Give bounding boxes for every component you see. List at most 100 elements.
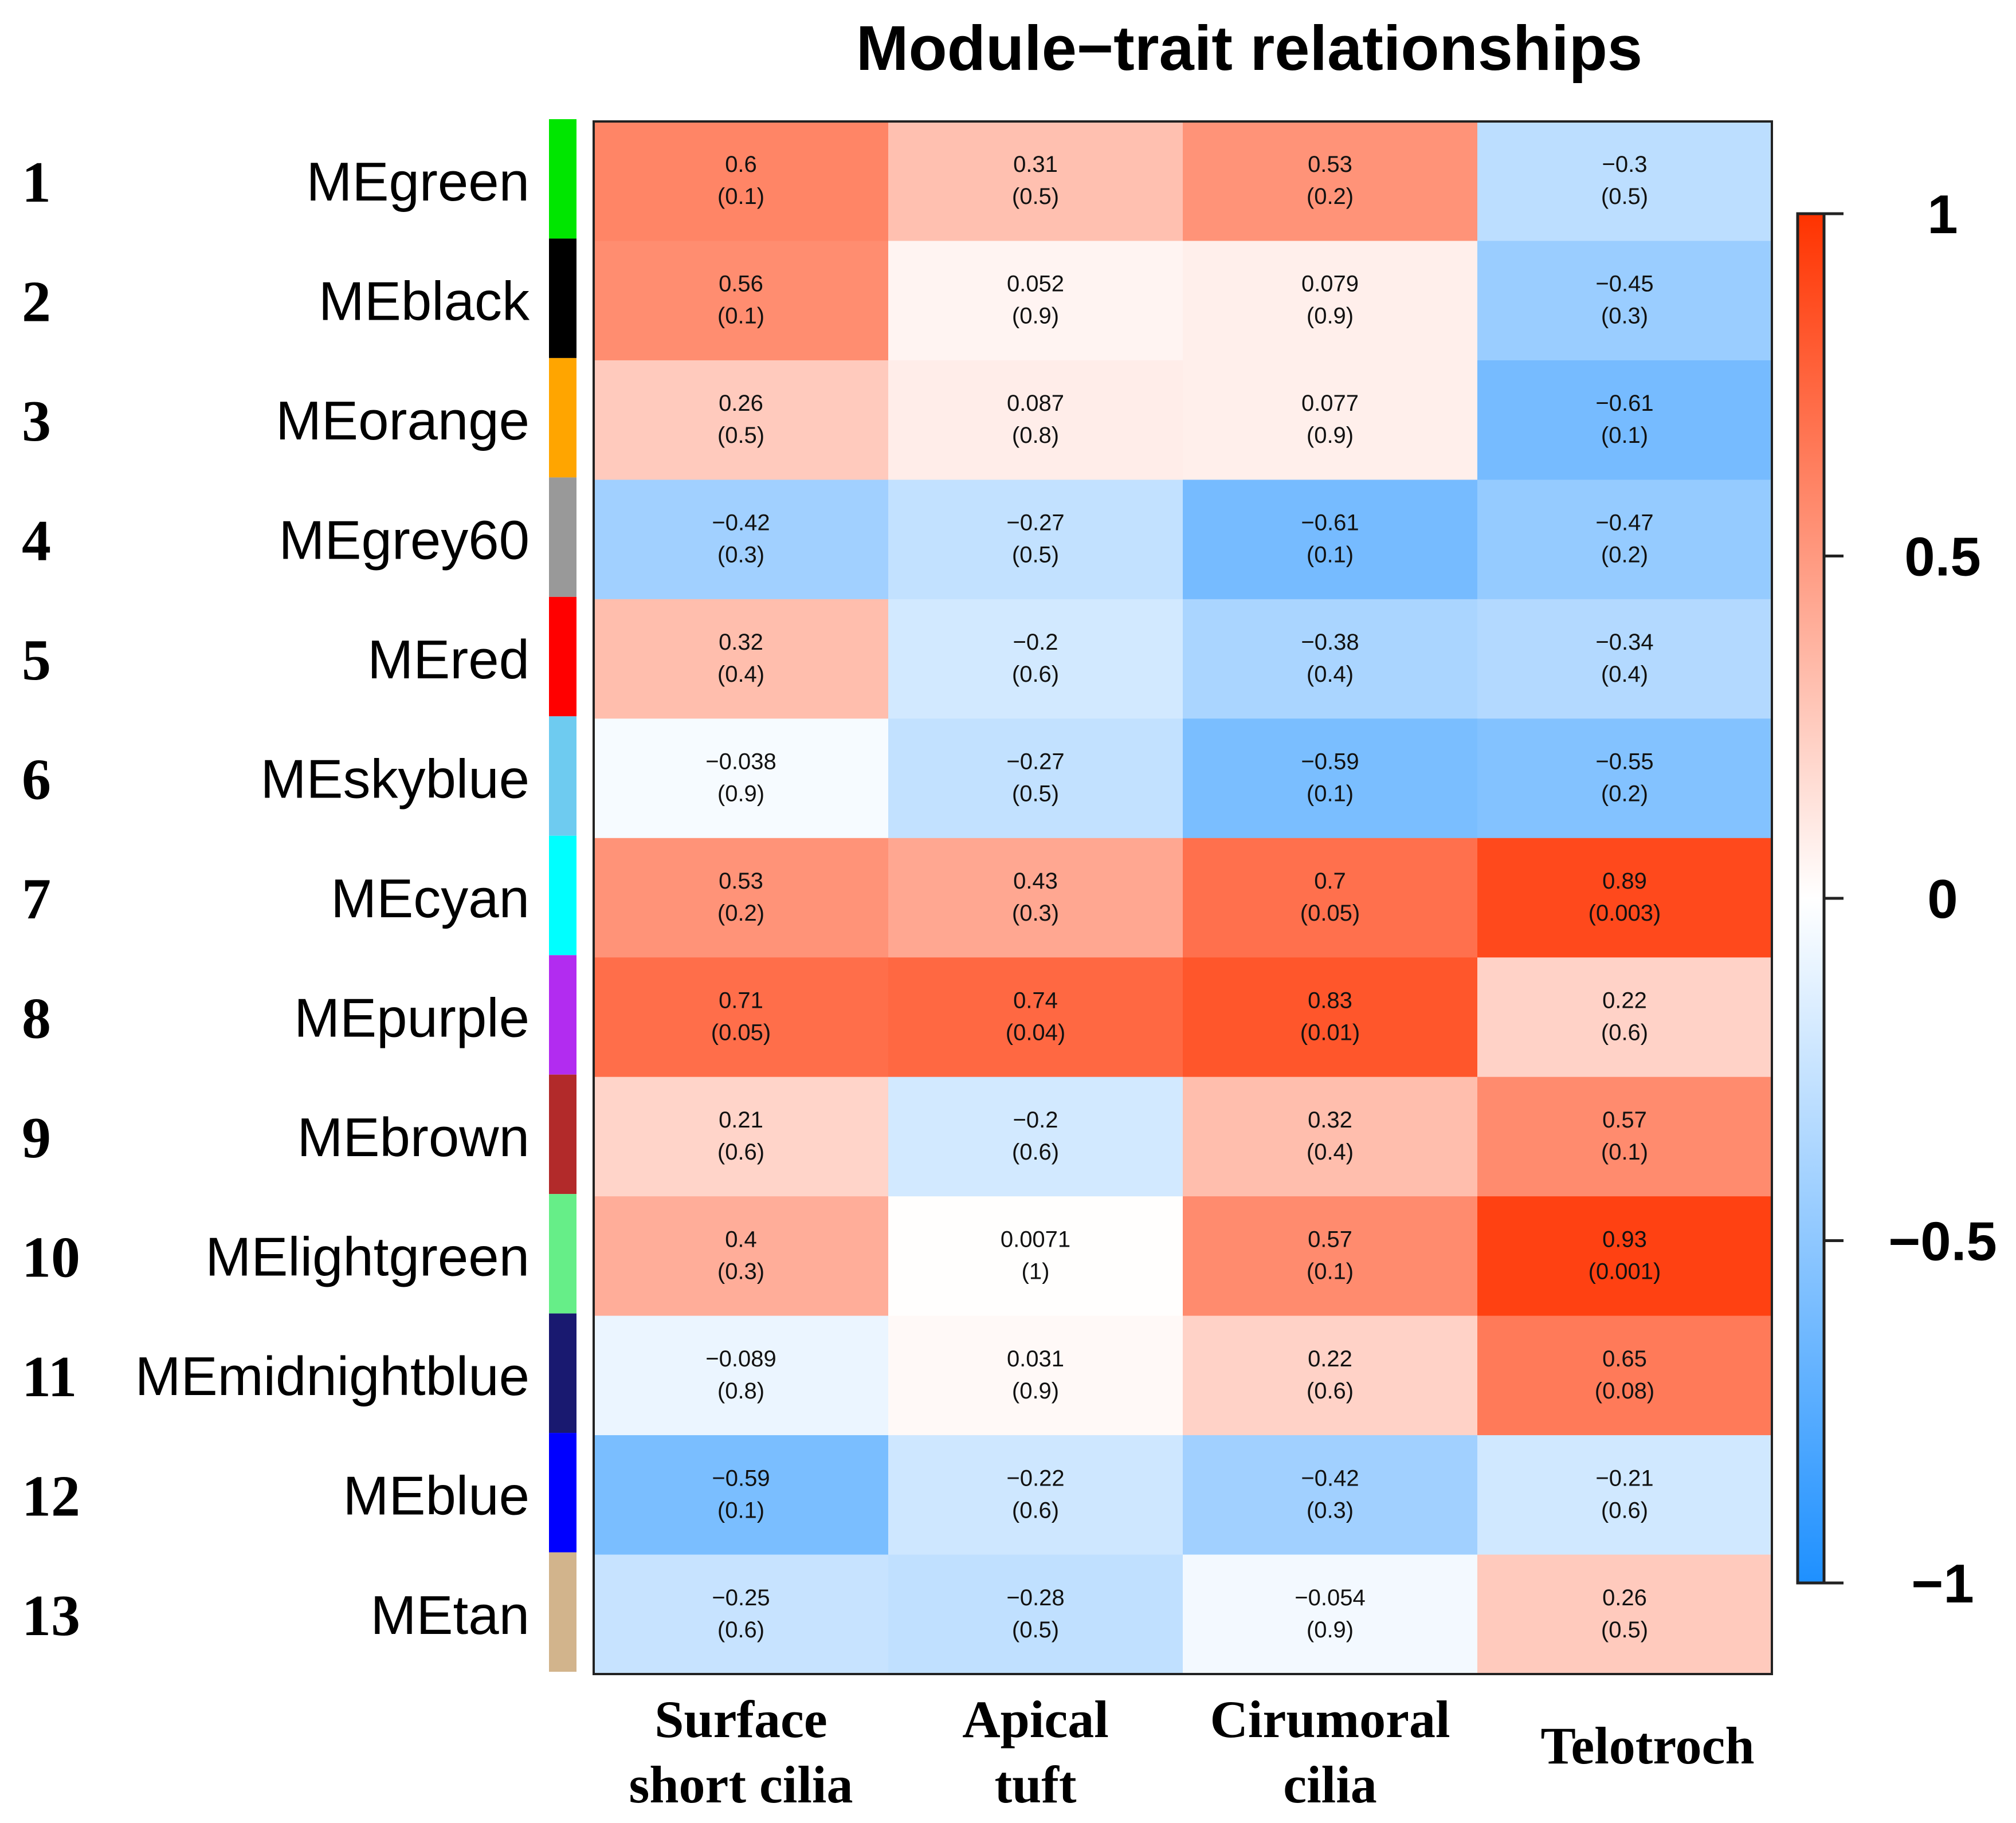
column-label-line2: short cilia xyxy=(629,1755,853,1814)
row-label: MEgreen xyxy=(306,151,530,213)
cell-pvalue-label: (0.5) xyxy=(1601,1617,1648,1643)
heatmap-cell xyxy=(888,480,1183,600)
cell-pvalue-label: (0.1) xyxy=(1601,1140,1648,1165)
heatmap-cell xyxy=(1183,480,1478,600)
heatmap-cell xyxy=(888,1315,1183,1436)
cell-pvalue-label: (0.1) xyxy=(717,304,764,329)
heatmap-cell xyxy=(1477,1554,1772,1675)
row-number: 10 xyxy=(22,1225,80,1290)
heatmap-cell xyxy=(1183,957,1478,1078)
cell-pvalue-label: (0.3) xyxy=(1307,1498,1354,1523)
heatmap-cell xyxy=(1477,121,1772,241)
cell-pvalue-label: (0.3) xyxy=(717,543,764,568)
heatmap-cell xyxy=(888,1435,1183,1555)
cell-correlation-label: 0.031 xyxy=(1007,1346,1064,1372)
row-number: 2 xyxy=(22,270,51,335)
chart-title: Module−trait relationships xyxy=(856,13,1642,84)
row-label: MEgrey60 xyxy=(279,510,530,571)
row-number: 3 xyxy=(22,389,51,454)
cell-correlation-label: 0.71 xyxy=(719,988,763,1013)
row-color-swatch xyxy=(549,955,576,1075)
cell-correlation-label: −0.22 xyxy=(1006,1466,1064,1491)
row-number: 5 xyxy=(22,628,51,693)
heatmap-cell xyxy=(1477,599,1772,719)
heatmap-cell xyxy=(888,241,1183,361)
row-color-swatch xyxy=(549,1074,576,1195)
cell-pvalue-label: (0.6) xyxy=(1307,1378,1354,1404)
row-number: 13 xyxy=(22,1584,80,1648)
cell-correlation-label: 0.74 xyxy=(1013,988,1058,1013)
cell-pvalue-label: (0.5) xyxy=(1012,184,1059,209)
cell-pvalue-label: (0.6) xyxy=(1012,1140,1059,1165)
cell-pvalue-label: (0.5) xyxy=(1601,184,1648,209)
heatmap-cell xyxy=(1477,241,1772,361)
cell-correlation-label: 0.079 xyxy=(1301,272,1359,297)
cell-pvalue-label: (0.8) xyxy=(1012,423,1059,448)
cell-correlation-label: −0.28 xyxy=(1006,1585,1064,1610)
cell-correlation-label: −0.59 xyxy=(712,1466,770,1491)
column-label-line1: Cirumoral xyxy=(1210,1690,1450,1749)
cell-correlation-label: −0.61 xyxy=(1301,510,1359,536)
cell-pvalue-label: (0.9) xyxy=(1012,304,1059,329)
cell-pvalue-label: (0.6) xyxy=(717,1617,764,1643)
cell-pvalue-label: (0.5) xyxy=(1012,781,1059,807)
heatmap-cell xyxy=(1183,1554,1478,1675)
cell-pvalue-label: (0.6) xyxy=(717,1140,764,1165)
cell-correlation-label: 0.83 xyxy=(1308,988,1352,1013)
cell-correlation-label: 0.22 xyxy=(1308,1346,1352,1372)
row-color-swatch xyxy=(549,596,576,717)
cell-pvalue-label: (0.001) xyxy=(1589,1259,1661,1284)
heatmap-frame xyxy=(593,120,1773,1675)
colorbar-tick-label: −1 xyxy=(1911,1553,1974,1614)
heatmap-cell xyxy=(1183,838,1478,958)
cell-pvalue-label: (0.6) xyxy=(1012,662,1059,687)
cell-correlation-label: −0.42 xyxy=(712,510,770,536)
row-label: MEmidnightblue xyxy=(135,1346,530,1407)
heatmap-cell xyxy=(594,957,889,1078)
column-labels: Surface short cilia Apical tuft Cirumoral cil… xyxy=(629,1690,1755,1814)
cell-pvalue-label: (0.6) xyxy=(1012,1498,1059,1523)
cell-pvalue-label: (0.9) xyxy=(1012,1378,1059,1404)
row-label: MEpurple xyxy=(294,987,530,1048)
cell-pvalue-label: (0.1) xyxy=(1307,781,1354,807)
heatmap-cell xyxy=(1183,121,1478,241)
column-label-line2: tuft xyxy=(994,1755,1076,1814)
cell-correlation-label: 0.32 xyxy=(1308,1107,1352,1133)
cell-correlation-label: −0.2 xyxy=(1013,630,1058,655)
row-color-swatch xyxy=(549,1552,576,1672)
heatmap-cell xyxy=(888,121,1183,241)
cell-pvalue-label: (0.1) xyxy=(717,184,764,209)
cell-pvalue-label: (0.4) xyxy=(1307,662,1354,687)
heatmap-cell xyxy=(888,718,1183,839)
heatmap-cell xyxy=(1477,360,1772,480)
cell-correlation-label: 0.53 xyxy=(1308,152,1352,177)
heatmap-cell xyxy=(594,718,889,839)
heatmap-cell xyxy=(1477,1076,1772,1197)
heatmap-cell xyxy=(888,1196,1183,1317)
cell-correlation-label: 0.7 xyxy=(1314,869,1346,894)
heatmap-cell xyxy=(1183,1435,1478,1555)
heatmap-cell xyxy=(1477,957,1772,1078)
row-label: MElightgreen xyxy=(205,1226,530,1287)
cell-correlation-label: 0.0071 xyxy=(1001,1227,1070,1252)
cell-correlation-label: 0.26 xyxy=(719,391,763,416)
row-label: MEblue xyxy=(343,1465,530,1526)
cell-correlation-label: 0.26 xyxy=(1602,1585,1647,1610)
heatmap-cell xyxy=(594,1315,889,1436)
row-number: 6 xyxy=(22,748,51,812)
heatmap-cell xyxy=(594,1554,889,1675)
cell-pvalue-label: (0.2) xyxy=(1601,781,1648,807)
heatmap-cell xyxy=(888,957,1183,1078)
column-label-line1: Surface xyxy=(654,1690,827,1749)
heatmap-cell xyxy=(594,1196,889,1317)
heatmap-cell xyxy=(594,480,889,600)
row-color-swatch xyxy=(549,1313,576,1433)
cell-correlation-label: −0.45 xyxy=(1595,272,1653,297)
column-label-line2: cilia xyxy=(1283,1755,1377,1814)
cell-correlation-label: 0.052 xyxy=(1007,272,1064,297)
cell-pvalue-label: (0.2) xyxy=(1307,184,1354,209)
row-color-swatch xyxy=(549,119,576,239)
heatmap-cell xyxy=(1183,241,1478,361)
heatmap-cell xyxy=(594,1076,889,1197)
